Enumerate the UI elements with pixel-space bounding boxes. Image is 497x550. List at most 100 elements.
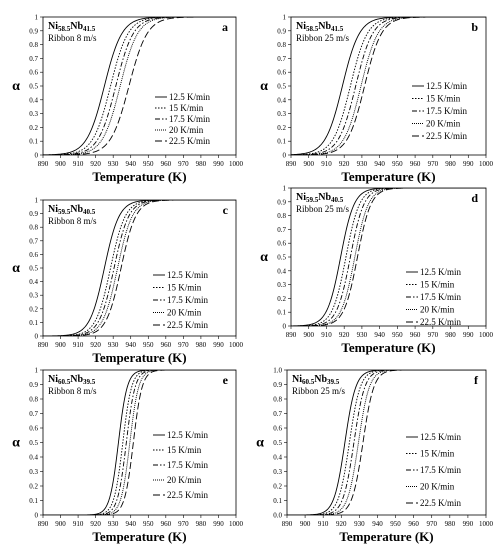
legend-label: 15 K/min: [420, 280, 455, 290]
y-tick-label: 0.8: [29, 396, 38, 404]
x-tick-label: 990: [213, 160, 224, 168]
series-line: [287, 370, 486, 515]
y-tick-label: 1: [283, 14, 287, 22]
alloy-subscript: 39.5: [327, 378, 340, 386]
y-tick-label: 0.6: [273, 425, 282, 433]
x-tick-label: 1000: [479, 331, 494, 339]
y-tick-label: 0.7: [29, 55, 38, 63]
alloy-element: Nb: [70, 21, 83, 32]
series-line: [291, 188, 486, 326]
y-tick-label: 0.4: [29, 96, 38, 104]
x-tick-label: 910: [73, 520, 84, 528]
alloy-element: Ni: [296, 192, 306, 203]
y-tick-label: 0.9: [29, 381, 38, 389]
y-tick-label: 0.5: [29, 83, 38, 91]
panel-d: 0 0.1 0.2 0.3 0.4 0.5 0.6 0.7 0.8 0.9 1 890 900 910 92…: [260, 185, 493, 356]
x-tick-label: 890: [286, 331, 297, 339]
alloy-subscript: 39.5: [83, 378, 96, 386]
x-tick-label: 930: [357, 331, 368, 339]
x-tick-label: 940: [374, 160, 385, 168]
alloy-element: Ni: [48, 374, 58, 385]
x-tick-label: 960: [161, 341, 172, 349]
alloy-subscript: 59.5: [306, 196, 319, 204]
ribbon-speed: Ribbon 25 m/s: [296, 204, 350, 214]
y-tick-label: 1.0: [273, 367, 282, 375]
x-tick-label: 980: [196, 520, 207, 528]
y-tick-label: 1: [35, 197, 39, 205]
alloy-composition: Ni59.5Nb40.5: [48, 204, 96, 216]
x-tick-label: 940: [374, 331, 385, 339]
alloy-composition: Ni60.5Nb39.5: [48, 374, 96, 386]
series-line: [287, 370, 486, 515]
legend-label: 20 K/min: [167, 308, 202, 318]
x-tick-label: 950: [392, 160, 403, 168]
x-tick-label: 980: [445, 520, 456, 528]
legend-label: 15 K/min: [420, 449, 455, 459]
alloy-element: Nb: [70, 204, 83, 215]
x-tick-label: 920: [90, 520, 101, 528]
x-tick-label: 930: [108, 341, 119, 349]
legend-label: 17.5 K/min: [169, 114, 211, 124]
series-line: [291, 17, 486, 155]
y-tick-label: 1: [35, 14, 39, 22]
y-tick-label: 0.4: [29, 454, 38, 462]
series-line: [291, 17, 486, 155]
y-tick-label: 0.9: [277, 198, 286, 206]
series-line: [291, 17, 486, 155]
legend-label: 12.5 K/min: [420, 432, 462, 442]
y-tick-label: 0.2: [29, 483, 38, 491]
x-tick-label: 910: [321, 331, 332, 339]
x-tick-label: 1000: [229, 160, 244, 168]
y-tick-label: 0.6: [29, 251, 38, 259]
panel-letter: a: [222, 20, 228, 34]
legend-label: 17.5 K/min: [420, 465, 462, 475]
y-tick-label: 0.3: [273, 468, 282, 476]
y-tick-label: 0.3: [29, 468, 38, 476]
x-tick-label: 990: [213, 520, 224, 528]
y-tick-label: 0.7: [277, 55, 286, 63]
y-tick-label: 0.1: [277, 309, 286, 317]
legend-label: 12.5 K/min: [167, 430, 209, 440]
y-tick-label: 0.1: [29, 138, 38, 146]
alloy-composition: Ni58.5Nb41.5: [296, 21, 344, 33]
y-tick-label: 0: [35, 333, 39, 341]
alloy-element: Ni: [48, 21, 58, 32]
x-tick-label: 970: [178, 341, 189, 349]
x-tick-label: 940: [125, 160, 136, 168]
legend-label: 20 K/min: [426, 119, 461, 129]
x-tick-label: 980: [445, 160, 456, 168]
x-tick-label: 950: [390, 520, 401, 528]
y-axis-title: α: [12, 436, 20, 451]
x-tick-label: 970: [428, 160, 439, 168]
x-tick-label: 960: [161, 160, 172, 168]
legend-label: 20 K/min: [420, 305, 455, 315]
alloy-element: Nb: [70, 374, 83, 385]
alloy-composition: Ni58.5Nb41.5: [48, 21, 96, 33]
x-axis-title: Temperature (K): [92, 529, 186, 544]
x-tick-label: 920: [339, 331, 350, 339]
x-tick-label: 990: [463, 520, 474, 528]
y-tick-label: 0.1: [273, 497, 282, 505]
x-tick-label: 1000: [229, 520, 244, 528]
y-tick-label: 0.4: [29, 278, 38, 286]
legend-label: 17.5 K/min: [167, 460, 209, 470]
legend-label: 22.5 K/min: [420, 498, 462, 508]
x-tick-label: 920: [336, 520, 347, 528]
x-tick-label: 970: [178, 520, 189, 528]
y-tick-label: 0: [35, 512, 39, 520]
y-tick-label: 0.9: [29, 27, 38, 35]
alloy-subscript: 40.5: [331, 196, 344, 204]
x-tick-label: 910: [318, 520, 329, 528]
y-tick-label: 1: [35, 367, 39, 375]
x-tick-label: 970: [428, 331, 439, 339]
x-tick-label: 940: [125, 341, 136, 349]
x-axis-title: Temperature (K): [92, 169, 186, 184]
y-tick-label: 0.8: [273, 396, 282, 404]
series-line: [43, 17, 236, 155]
y-tick-label: 0.7: [29, 237, 38, 245]
y-tick-label: 0.2: [277, 124, 286, 132]
alloy-subscript: 41.5: [331, 25, 344, 33]
x-tick-label: 930: [354, 520, 365, 528]
alloy-subscript: 60.5: [302, 378, 315, 386]
